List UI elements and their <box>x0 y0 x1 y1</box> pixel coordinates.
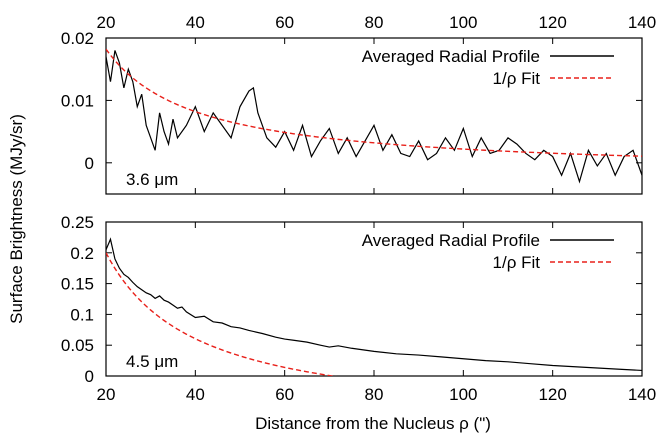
legend-label: 1/ρ Fit <box>493 253 541 272</box>
y-tick-label: 0.1 <box>70 305 94 324</box>
x-tick-label: 20 <box>97 385 116 404</box>
y-tick-label: 0 <box>85 367 94 386</box>
y-tick-label: 0.25 <box>61 213 94 232</box>
x-tick-label-top: 40 <box>186 13 205 32</box>
legend-label: Averaged Radial Profile <box>362 47 540 66</box>
profile-line <box>106 237 642 372</box>
profile-line <box>106 50 642 184</box>
y-tick-label: 0.02 <box>61 29 94 48</box>
plot-area <box>106 48 642 184</box>
x-tick-label: 80 <box>365 385 384 404</box>
x-tick-label-top: 80 <box>365 13 384 32</box>
x-tick-label-top: 140 <box>628 13 656 32</box>
panel-label: 3.6 μm <box>126 170 178 189</box>
x-axis-title: Distance from the Nucleus ρ (") <box>255 414 491 433</box>
x-tick-label: 60 <box>275 385 294 404</box>
x-tick-label: 140 <box>628 385 656 404</box>
plot-area <box>106 237 642 376</box>
x-tick-label-top: 120 <box>538 13 566 32</box>
y-tick-label: 0.15 <box>61 275 94 294</box>
x-tick-label: 40 <box>186 385 205 404</box>
x-tick-label-top: 60 <box>275 13 294 32</box>
y-axis-title: Surface Brightness (MJy/sr) <box>7 114 26 324</box>
x-tick-label-top: 20 <box>97 13 116 32</box>
legend-label: 1/ρ Fit <box>493 69 541 88</box>
y-tick-label: 0.2 <box>70 244 94 263</box>
panel-3-6-micron: 20 40 60 80 100 120 140 0 0.01 0.02 Averaged Radia… <box>61 13 656 195</box>
legend-label: Averaged Radial Profile <box>362 231 540 250</box>
y-tick-label: 0.05 <box>61 336 94 355</box>
panel-4-5-micron: 20 40 60 80 100 120 140 0 0.05 0.1 0.15 0.2 0.25 Aver… <box>61 213 656 404</box>
panel-label: 4.5 μm <box>126 352 178 371</box>
fit-line <box>106 48 642 157</box>
x-tick-label-top: 100 <box>449 13 477 32</box>
y-tick-label: 0 <box>85 154 94 173</box>
fit-line <box>106 252 337 376</box>
y-tick-label: 0.01 <box>61 91 94 110</box>
x-tick-label: 100 <box>449 385 477 404</box>
x-tick-label: 120 <box>538 385 566 404</box>
